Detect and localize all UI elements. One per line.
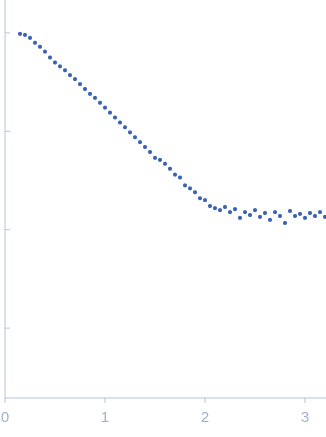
point [223, 205, 227, 210]
point [158, 157, 162, 162]
point [178, 175, 182, 180]
point [243, 210, 247, 215]
x-tick-label: 1 [101, 409, 109, 426]
point [268, 217, 272, 222]
point [28, 35, 32, 40]
point [153, 155, 157, 160]
point [188, 186, 192, 191]
point [123, 125, 127, 130]
point [108, 110, 112, 115]
point [228, 210, 232, 215]
point [273, 210, 277, 215]
point [253, 208, 257, 213]
point [133, 135, 137, 140]
x-tick-label: 0 [1, 409, 9, 426]
point [283, 221, 287, 226]
point [303, 215, 307, 220]
point [33, 40, 37, 45]
point [263, 210, 267, 215]
point [93, 95, 97, 100]
point [68, 73, 72, 78]
point [198, 196, 202, 201]
point [173, 172, 177, 177]
point [298, 211, 302, 216]
point [278, 213, 282, 218]
point [213, 206, 217, 211]
point [78, 82, 82, 87]
x-tick-label: 2 [201, 409, 209, 426]
point [208, 204, 212, 209]
point [238, 215, 242, 220]
point [288, 208, 292, 213]
point [83, 87, 87, 92]
point [248, 213, 252, 218]
point [48, 55, 52, 60]
point [148, 149, 152, 154]
point [218, 208, 222, 213]
point [128, 130, 132, 135]
point [163, 161, 167, 166]
point [308, 210, 312, 215]
point [143, 145, 147, 150]
point [323, 214, 326, 219]
point [98, 100, 102, 105]
point [58, 64, 62, 69]
point [73, 77, 77, 82]
point [63, 68, 67, 73]
point [103, 105, 107, 110]
point [233, 207, 237, 212]
point [23, 32, 27, 37]
point [43, 49, 47, 54]
x-tick-label: 3 [301, 409, 309, 426]
point [168, 166, 172, 171]
point [38, 44, 42, 49]
point [88, 91, 92, 96]
point [203, 198, 207, 203]
point [318, 210, 322, 215]
point [18, 31, 22, 36]
point [193, 190, 197, 195]
point [258, 214, 262, 219]
point [113, 115, 117, 120]
point [53, 60, 57, 65]
point [118, 120, 122, 125]
point [183, 183, 187, 188]
point [138, 140, 142, 145]
point [293, 213, 297, 218]
point [313, 213, 317, 218]
